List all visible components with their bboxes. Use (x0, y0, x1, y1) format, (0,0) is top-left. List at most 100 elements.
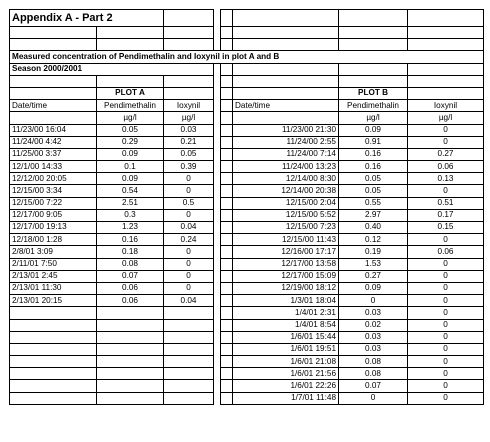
ioxynil-a[interactable]: 0.24 (163, 233, 214, 247)
ioxynil-b[interactable]: 0.17 (407, 208, 484, 223)
ioxynil-a[interactable]: 0 (163, 281, 214, 296)
ioxynil-b[interactable]: 0.06 (407, 160, 484, 174)
empty-cell[interactable] (220, 257, 233, 271)
datetime-a[interactable]: 12/17/00 9:05 (9, 208, 97, 223)
ioxynil-a[interactable]: 0 (163, 245, 214, 259)
pendimethalin-b[interactable]: 0.55 (338, 196, 408, 210)
empty-cell[interactable] (232, 62, 339, 76)
empty-cell[interactable] (163, 38, 214, 52)
ioxynil-b[interactable]: 0 (407, 391, 484, 405)
empty-cell[interactable] (220, 25, 233, 40)
empty-cell[interactable] (213, 221, 221, 234)
ioxynil-a[interactable]: 0.03 (163, 123, 214, 137)
empty-cell[interactable] (213, 160, 221, 173)
unit-ioxynil-a[interactable]: µg/l (163, 111, 214, 125)
pendimethalin-b[interactable]: 0.03 (338, 306, 408, 320)
pendimethalin-a[interactable]: 0.3 (96, 208, 164, 223)
empty-cell[interactable] (213, 331, 221, 344)
empty-cell[interactable] (96, 355, 164, 369)
datetime-b[interactable]: 12/14/00 20:38 (232, 184, 339, 198)
empty-cell[interactable] (163, 367, 214, 381)
ioxynil-b[interactable]: 0 (407, 379, 484, 393)
empty-cell[interactable] (220, 160, 233, 174)
empty-cell[interactable] (9, 391, 97, 405)
empty-cell[interactable] (213, 270, 221, 283)
empty-cell[interactable] (9, 355, 97, 369)
empty-cell[interactable] (163, 330, 214, 344)
pendimethalin-b[interactable]: 0.19 (338, 245, 408, 259)
pendimethalin-a[interactable]: 0.07 (96, 269, 164, 283)
empty-cell[interactable] (220, 306, 233, 320)
empty-cell[interactable] (232, 111, 339, 125)
empty-cell[interactable] (213, 124, 221, 137)
datetime-a[interactable]: 12/12/00 20:05 (9, 172, 97, 186)
empty-cell[interactable] (213, 38, 221, 51)
empty-cell[interactable] (220, 172, 233, 186)
empty-cell[interactable] (9, 86, 97, 101)
pendimethalin-a[interactable]: 0.05 (96, 123, 164, 137)
datetime-b[interactable]: 11/24/00 2:55 (232, 135, 339, 149)
pendimethalin-b[interactable]: 0.02 (338, 318, 408, 332)
pendimethalin-a[interactable]: 0.18 (96, 245, 164, 259)
header-pendimethalin-b[interactable]: Pendimethalin (338, 99, 408, 113)
empty-cell[interactable] (163, 9, 214, 27)
ioxynil-a[interactable]: 0 (163, 208, 214, 223)
empty-cell[interactable] (220, 184, 233, 198)
pendimethalin-a[interactable]: 0.1 (96, 160, 164, 174)
empty-cell[interactable] (220, 318, 233, 332)
empty-cell[interactable] (338, 74, 408, 88)
empty-cell[interactable] (232, 25, 339, 40)
datetime-b[interactable]: 1/6/01 15:44 (232, 330, 339, 344)
pendimethalin-a[interactable]: 0.06 (96, 294, 164, 308)
empty-cell[interactable] (220, 355, 233, 369)
empty-cell[interactable] (213, 367, 221, 380)
unit-pendimethalin-b[interactable]: µg/l (338, 111, 408, 125)
ioxynil-b[interactable]: 0 (407, 342, 484, 357)
empty-cell[interactable] (213, 306, 221, 319)
empty-cell[interactable] (213, 355, 221, 368)
ioxynil-a[interactable]: 0.5 (163, 196, 214, 210)
ioxynil-a[interactable]: 0 (163, 257, 214, 271)
pendimethalin-b[interactable]: 2.97 (338, 208, 408, 223)
pendimethalin-b[interactable]: 0.08 (338, 367, 408, 381)
datetime-b[interactable]: 1/7/01 11:48 (232, 391, 339, 405)
ioxynil-b[interactable]: 0 (407, 257, 484, 271)
empty-cell[interactable] (220, 342, 233, 357)
empty-cell[interactable] (163, 379, 214, 393)
empty-cell[interactable] (220, 135, 233, 149)
empty-cell[interactable] (163, 306, 214, 320)
empty-cell[interactable] (213, 379, 221, 393)
empty-cell[interactable] (220, 147, 233, 162)
datetime-a[interactable]: 2/13/01 20:15 (9, 294, 97, 308)
pendimethalin-b[interactable]: 0.05 (338, 172, 408, 186)
ioxynil-b[interactable]: 0 (407, 355, 484, 369)
empty-cell[interactable] (9, 342, 97, 357)
datetime-b[interactable]: 12/15/00 5:52 (232, 208, 339, 223)
pendimethalin-b[interactable]: 0.07 (338, 379, 408, 393)
datetime-b[interactable]: 1/6/01 21:08 (232, 355, 339, 369)
empty-cell[interactable] (96, 306, 164, 320)
datetime-b[interactable]: 11/23/00 21:30 (232, 123, 339, 137)
pendimethalin-a[interactable]: 0.06 (96, 281, 164, 296)
datetime-b[interactable]: 12/16/00 17:17 (232, 245, 339, 259)
empty-cell[interactable] (220, 74, 233, 88)
empty-cell[interactable] (220, 38, 233, 52)
empty-cell[interactable] (96, 330, 164, 344)
empty-cell[interactable] (9, 318, 97, 332)
ioxynil-b[interactable]: 0 (407, 135, 484, 149)
pendimethalin-b[interactable]: 0.91 (338, 135, 408, 149)
unit-pendimethalin-a[interactable]: µg/l (96, 111, 164, 125)
pendimethalin-b[interactable]: 0.16 (338, 147, 408, 162)
pendimethalin-b[interactable]: 0 (338, 391, 408, 405)
empty-cell[interactable] (407, 9, 484, 27)
plot-a-label[interactable]: PLOT A (96, 86, 164, 101)
pendimethalin-b[interactable]: 1.53 (338, 257, 408, 271)
empty-cell[interactable] (220, 208, 233, 223)
header-ioxynil-b[interactable]: Ioxynil (407, 99, 484, 113)
empty-cell[interactable] (213, 136, 221, 149)
ioxynil-b[interactable]: 0 (407, 269, 484, 283)
empty-cell[interactable] (9, 379, 97, 393)
ioxynil-a[interactable]: 0.39 (163, 160, 214, 174)
pendimethalin-b[interactable]: 0.09 (338, 123, 408, 137)
empty-cell[interactable] (213, 258, 221, 271)
